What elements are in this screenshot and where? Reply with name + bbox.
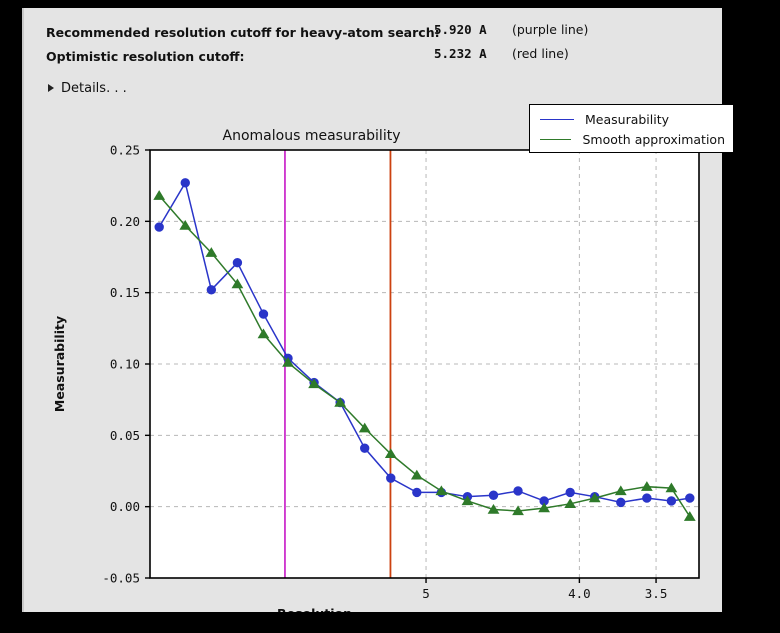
data-point-smooth-approximation <box>588 492 601 503</box>
data-point-measurability <box>666 496 677 506</box>
anomalous-measurability-chart: -0.05 0.00 0.05 0.10 0.15 0.20 0.25 5 4.0 3.5 Anom… <box>24 8 724 612</box>
details-toggle-label: Details. . . <box>61 80 127 96</box>
data-point-smooth-approximation <box>435 485 448 496</box>
ytick-label: 0.20 <box>110 214 140 229</box>
ytick-label: 0.10 <box>110 357 140 372</box>
xtick-label: 5 <box>422 586 430 601</box>
legend-item-smooth-approximation: Smooth approximation <box>536 129 725 149</box>
optimistic-cutoff-value: 5.232 A <box>434 46 487 61</box>
data-point-measurability <box>386 473 396 483</box>
data-point-measurability <box>258 309 269 319</box>
chart-title: Anomalous measurability <box>223 128 401 144</box>
data-point-smooth-approximation <box>308 378 320 389</box>
data-point-measurability <box>180 178 190 188</box>
data-point-measurability <box>616 497 626 508</box>
data-point-smooth-approximation <box>179 220 192 230</box>
series-line-smooth-approximation <box>158 195 691 518</box>
recommended-cutoff-value: 5.920 A <box>434 22 487 37</box>
data-point-measurability <box>685 493 695 503</box>
data-point-smooth-approximation <box>231 278 244 289</box>
data-point-measurability <box>154 222 164 232</box>
legend-label-measurability: Measurability <box>585 111 670 127</box>
data-point-measurability <box>565 487 575 498</box>
data-point-smooth-approximation <box>512 505 524 516</box>
triangle-right-icon <box>48 84 54 92</box>
data-point-measurability <box>488 490 499 500</box>
ytick-label: -0.05 <box>102 571 140 586</box>
data-point-measurability <box>642 493 652 503</box>
xtick-label: 3.5 <box>645 586 668 601</box>
recommended-cutoff-note: (purple line) <box>512 22 589 37</box>
optimistic-cutoff-row: Optimistic resolution cutoff: 5.232 A (r… <box>46 46 569 68</box>
xtick-label: 4.0 <box>568 586 591 601</box>
recommended-cutoff-row: Recommended resolution cutoff for heavy-… <box>46 22 588 44</box>
legend-label-smooth-approximation: Smooth approximation <box>582 131 725 147</box>
data-point-measurability <box>206 285 217 295</box>
ytick-label: 0.25 <box>110 143 140 158</box>
data-point-smooth-approximation <box>358 422 371 433</box>
data-point-smooth-approximation <box>564 498 577 508</box>
data-point-smooth-approximation <box>384 448 397 459</box>
data-point-smooth-approximation <box>282 357 294 367</box>
data-point-smooth-approximation <box>205 247 218 257</box>
optimistic-cutoff-note: (red line) <box>512 46 569 61</box>
results-panel: Recommended resolution cutoff for heavy-… <box>22 8 734 612</box>
legend-swatch-measurability <box>540 118 574 120</box>
data-point-smooth-approximation <box>257 328 270 339</box>
data-point-measurability <box>412 487 422 498</box>
data-point-smooth-approximation <box>665 482 678 493</box>
data-point-smooth-approximation <box>683 511 696 521</box>
data-point-measurability <box>513 486 523 496</box>
details-disclosure-toggle[interactable]: Details. . . <box>48 78 127 98</box>
optimistic-cutoff-label: Optimistic resolution cutoff: <box>46 49 245 64</box>
data-point-measurability <box>232 258 243 268</box>
data-point-smooth-approximation <box>410 469 423 480</box>
data-point-smooth-approximation <box>461 495 474 506</box>
series-line-measurability <box>158 180 690 504</box>
legend-item-measurability: Measurability <box>536 109 725 129</box>
data-point-smooth-approximation <box>640 481 653 491</box>
x-axis-label: Resolution <box>277 606 352 612</box>
data-point-measurability <box>359 443 370 453</box>
ytick-label: 0.05 <box>110 428 140 443</box>
ytick-label: 0.00 <box>110 499 140 514</box>
chart-canvas: -0.05 0.00 0.05 0.10 0.15 0.20 0.25 5 4.0 3.5 Anom… <box>52 128 700 612</box>
ytick-label: 0.15 <box>110 285 140 300</box>
legend-swatch-smooth-approximation <box>540 138 572 140</box>
data-point-smooth-approximation <box>538 502 551 513</box>
data-point-smooth-approximation <box>334 396 347 407</box>
y-axis-label: Measurability <box>52 316 67 412</box>
recommended-cutoff-label: Recommended resolution cutoff for heavy-… <box>46 25 440 40</box>
data-point-smooth-approximation <box>487 503 500 514</box>
data-point-smooth-approximation <box>614 485 627 496</box>
data-point-smooth-approximation <box>153 190 166 200</box>
chart-legend: Measurability Smooth approximation <box>529 104 734 153</box>
